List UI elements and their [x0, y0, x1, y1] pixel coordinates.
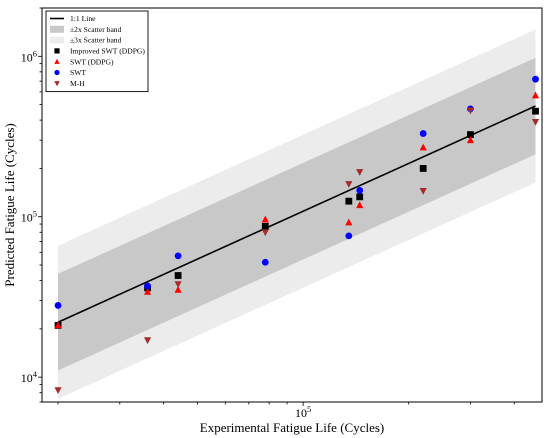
data-point	[261, 215, 269, 223]
data-point	[174, 281, 182, 289]
data-point	[54, 387, 62, 395]
legend-band-swatch	[50, 36, 64, 44]
legend-label: Improved SWT (DDPG)	[70, 47, 145, 56]
data-point	[345, 218, 353, 226]
y-tick-label: 104	[21, 369, 38, 385]
legend-item: Improved SWT (DDPG)	[54, 47, 145, 56]
data-point	[356, 193, 364, 201]
data-point	[356, 186, 364, 194]
legend-marker	[54, 81, 60, 87]
legend-marker	[54, 48, 60, 54]
data-point	[144, 282, 151, 290]
legend-label: M-H	[70, 79, 85, 88]
legend-label: SWT (DDPG)	[70, 57, 114, 66]
data-point	[419, 130, 427, 137]
data-point	[466, 107, 474, 115]
data-point	[419, 187, 427, 195]
data-point	[174, 285, 182, 293]
data-point	[356, 201, 364, 209]
x-tick-label: 105	[295, 404, 311, 420]
legend-item: ±2x Scatter band	[50, 25, 122, 34]
data-point	[345, 181, 353, 188]
data-point	[531, 119, 540, 126]
data-point	[419, 165, 427, 172]
data-point	[261, 258, 269, 266]
series-swt	[54, 75, 539, 309]
y-tick-label: 106	[21, 48, 37, 64]
legend-marker	[54, 69, 60, 76]
legend-label: ±2x Scatter band	[70, 25, 122, 34]
data-point	[345, 232, 353, 240]
data-point	[532, 75, 539, 83]
data-point	[466, 136, 474, 144]
legend-item: SWT	[54, 68, 86, 77]
data-point	[345, 197, 353, 205]
data-point	[531, 91, 540, 99]
legend-item: 1:1 Line	[50, 14, 96, 23]
legend-marker	[54, 58, 60, 64]
legend-label: SWT	[70, 68, 86, 77]
data-point	[261, 223, 269, 230]
legend: 1:1 Line ±2x Scatter band ±3x Scatter band…	[45, 10, 149, 93]
series-m-h	[54, 107, 540, 395]
legend-band-swatch	[50, 25, 64, 33]
legend-label: 1:1 Line	[70, 14, 96, 23]
data-point	[419, 143, 427, 151]
one-to-one-line	[57, 105, 536, 323]
y-tick-label: 105	[21, 209, 37, 225]
data-point	[143, 337, 152, 345]
data-point	[532, 107, 539, 115]
legend-item: M-H	[54, 79, 85, 88]
legend-box	[45, 10, 149, 93]
axis-ticks: 105 104 105 106	[21, 7, 515, 420]
plot-frame	[41, 7, 543, 403]
legend-label: ±3x Scatter band	[70, 36, 122, 45]
data-point	[261, 229, 269, 237]
data-point	[174, 272, 182, 279]
x-axis-label: Experimental Fatigue Life (Cycles)	[200, 420, 384, 435]
data-point	[174, 252, 182, 260]
data-point	[356, 169, 364, 176]
y-axis-label: Predicted Fatigue Life (Cycles)	[2, 123, 17, 287]
data-point	[54, 321, 62, 329]
legend-item: SWT (DDPG)	[54, 57, 114, 66]
legend-item: ±3x Scatter band	[50, 36, 122, 45]
series-swt-ddpg	[54, 91, 540, 329]
one-to-one-line-layer	[57, 105, 536, 323]
data-point	[143, 287, 152, 295]
data-point	[467, 131, 474, 139]
data-points	[54, 75, 540, 395]
data-point	[54, 302, 62, 309]
